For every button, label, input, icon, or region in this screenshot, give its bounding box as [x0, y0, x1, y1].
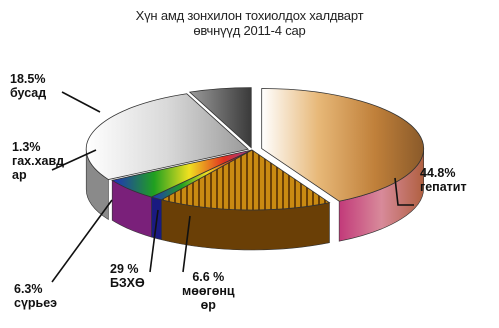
slice-label-tuberculosis: 6.3% сүрьеэ — [14, 282, 57, 310]
slice-label-liver-cancer-pct: 1.3% — [12, 140, 41, 154]
slice-label-tuberculosis-pct: 6.3% — [14, 282, 43, 296]
chart-title-line-1: Хүн амд зонхилон тохиолдох халдварт — [135, 8, 364, 23]
pie-slice-tuberculosis — [111, 149, 253, 198]
slice-label-other-pct: 18.5% — [10, 72, 46, 86]
slice-label-fungal-name-2: өр — [200, 298, 216, 312]
leader-line-hepatitis — [394, 177, 414, 206]
slice-label-std-name: БЗХӨ — [110, 276, 145, 290]
slice-label-fungal-pct: 6.6 % — [192, 270, 225, 284]
slice-label-liver-cancer-name-1: гах.хавд — [12, 154, 65, 168]
slice-label-hepatitis: 44.8% гепатит — [420, 166, 467, 194]
leader-line-other — [61, 91, 101, 113]
slice-label-fungal-name-1: мөөгөнц — [182, 284, 235, 298]
slice-label-liver-cancer-name-2: ар — [12, 168, 27, 182]
slice-label-liver-cancer: 1.3% гах.хавд ар — [12, 140, 64, 182]
pie-slice-fungal — [188, 87, 252, 149]
leader-line-liver-cancer — [51, 149, 97, 171]
leader-line-tuberculosis — [51, 199, 113, 283]
slice-label-fungal: 6.6 % мөөгөнц өр — [182, 270, 235, 312]
pie-slice-hepatitis — [261, 88, 425, 202]
slice-label-other: 18.5% бусад — [10, 72, 46, 100]
slice-label-hepatitis-pct: 44.8% — [420, 166, 456, 180]
pie-slice-other — [160, 149, 331, 211]
chart-title-line-2: өвчнүүд 2011-4 сар — [193, 23, 306, 38]
slice-label-other-name: бусад — [10, 86, 47, 100]
slice-label-hepatitis-name: гепатит — [420, 180, 467, 194]
leader-line-std — [149, 209, 159, 273]
slice-label-tuberculosis-name: сүрьеэ — [14, 296, 58, 310]
leader-line-fungal — [182, 215, 191, 273]
pie-slice-std — [85, 93, 250, 180]
slice-label-std-pct: 29 % — [110, 262, 139, 276]
slice-label-std: 29 % БЗХӨ — [110, 262, 145, 290]
